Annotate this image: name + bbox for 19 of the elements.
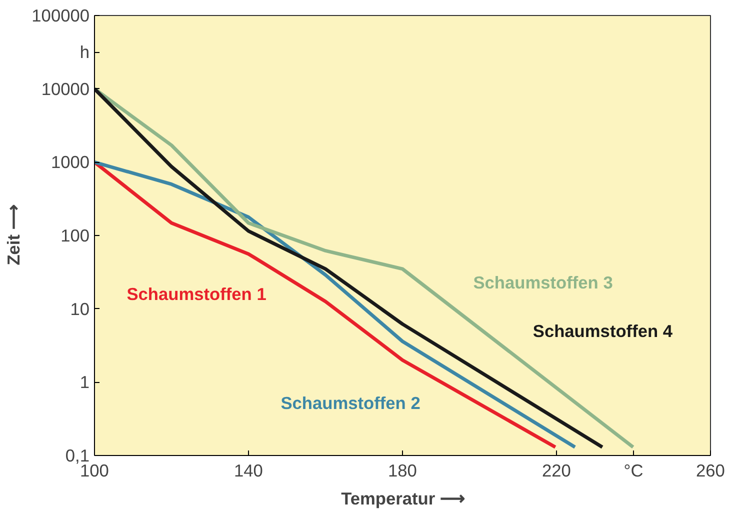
- series-label: Schaumstoffen 3: [473, 272, 614, 292]
- y-axis-title: Zeit ⟶: [4, 206, 24, 266]
- x-tick-label: 260: [696, 460, 725, 480]
- y-tick-label: 0,1: [65, 446, 90, 466]
- x-axis-title: Temperatur ⟶: [341, 488, 464, 508]
- y-tick-label: 1000: [50, 152, 90, 172]
- y-tick-label: 100: [60, 226, 90, 246]
- text: Schaumstoffen 4: [532, 320, 673, 341]
- y-tick-label: h: [80, 42, 90, 62]
- y-tick-label: 1: [80, 372, 90, 392]
- x-tick-label: 140: [234, 460, 263, 480]
- x-tick-label: 180: [388, 460, 417, 480]
- y-tick-label: 10000: [41, 78, 90, 99]
- y-tick-label: 10: [70, 298, 90, 319]
- text: Schaumstoffen 2: [280, 392, 420, 413]
- x-tick-label: 220: [542, 460, 571, 480]
- y-tick-label: 100000: [32, 6, 90, 26]
- x-tick-label: °C: [624, 460, 644, 480]
- series-label: Schaumstoffen 1: [126, 284, 267, 304]
